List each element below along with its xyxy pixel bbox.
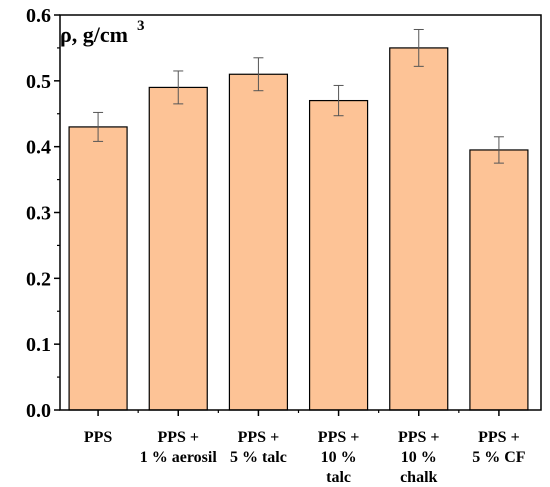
x-tick-label: PPS +10 % talc — [318, 429, 360, 486]
y-tick-label: 0.3 — [26, 203, 51, 225]
y-tick-label: 0.1 — [26, 334, 51, 356]
y-tick-label: 0.2 — [26, 268, 51, 290]
bar — [228, 73, 289, 411]
x-tick-label: PPS +10 % chalk — [398, 429, 440, 486]
y-axis-label: ρ, g/cm 3 — [60, 18, 145, 47]
y-axis-label-base: ρ, g/cm — [60, 22, 128, 47]
y-tick-label: 0.4 — [26, 137, 51, 159]
bar — [308, 99, 369, 411]
plot-frame — [59, 14, 542, 411]
x-tick-label: PPS +5 % talc — [230, 429, 287, 466]
bar — [148, 86, 208, 411]
y-axis-label-superscript: 3 — [137, 18, 145, 34]
y-tick-label: 0.6 — [26, 5, 51, 27]
y-tick-label: 0.5 — [26, 71, 51, 93]
x-tick-label: PPS +5 % CF — [472, 429, 526, 466]
bar — [68, 126, 128, 411]
bar — [469, 149, 529, 411]
y-tick-label: 0.0 — [26, 400, 51, 422]
x-tick-label: PPS — [84, 429, 113, 446]
bar — [389, 47, 449, 411]
x-tick-label: PPS +1 % aerosil — [140, 429, 218, 466]
